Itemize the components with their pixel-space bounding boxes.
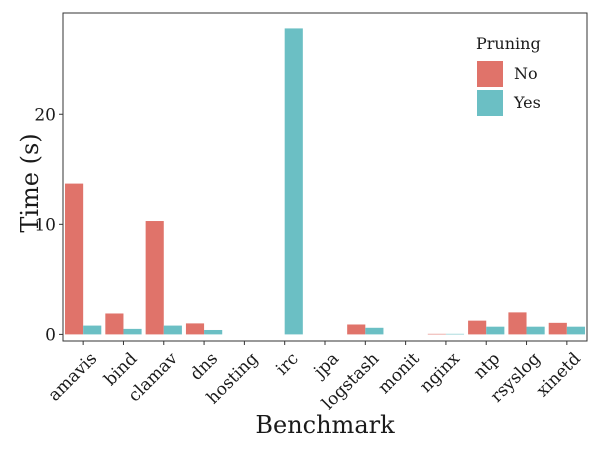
legend-label-no: No <box>514 64 538 83</box>
y-axis: 0 10 20 <box>34 105 63 345</box>
bar-nginx-yes <box>445 333 465 335</box>
legend-key-yes <box>477 90 503 116</box>
legend-key-no <box>477 61 503 87</box>
bar-irc-yes <box>284 28 303 335</box>
bar-amavis-yes <box>83 325 102 335</box>
bars-group <box>65 28 585 335</box>
y-tick-label: 0 <box>45 325 56 345</box>
bar-bind-no <box>105 313 124 335</box>
bar-clamav-no <box>145 221 164 335</box>
plot-panel <box>62 12 588 342</box>
legend-label-yes: Yes <box>513 93 541 112</box>
y-axis-title: Time (s) <box>16 133 44 232</box>
x-axis-title: Benchmark <box>255 411 395 439</box>
bar-amavis-no <box>65 183 84 335</box>
bar-ntp-yes <box>486 326 505 335</box>
bar-nginx-no <box>427 333 446 335</box>
bar-dns-no <box>185 323 205 335</box>
bar-ntp-no <box>468 320 487 335</box>
bar-bind-yes <box>123 328 142 335</box>
bar-logstash-yes <box>365 327 384 335</box>
y-tick-label: 20 <box>34 105 56 125</box>
bar-xinetd-yes <box>566 326 585 335</box>
bar-logstash-no <box>347 324 366 335</box>
bar-clamav-yes <box>163 325 182 335</box>
y-tick-label: 10 <box>34 215 56 235</box>
legend-title: Pruning <box>476 34 541 53</box>
bar-rsyslog-no <box>508 312 527 335</box>
bar-rsyslog-yes <box>526 326 545 335</box>
legend: Pruning No Yes <box>476 34 541 116</box>
bar-xinetd-no <box>548 322 567 335</box>
bar-dns-yes <box>204 329 223 335</box>
